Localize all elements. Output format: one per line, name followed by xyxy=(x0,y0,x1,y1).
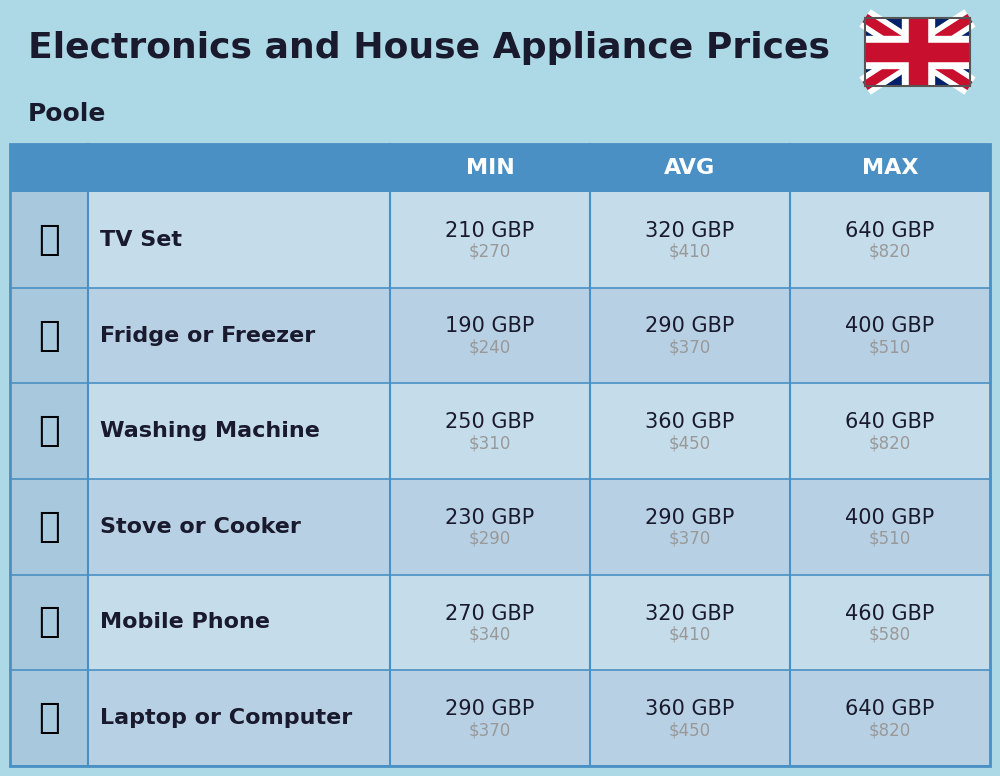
FancyBboxPatch shape xyxy=(10,575,88,670)
Text: 210 GBP: 210 GBP xyxy=(445,221,535,241)
Text: 640 GBP: 640 GBP xyxy=(845,699,935,719)
Text: 📱: 📱 xyxy=(38,605,60,639)
Text: 🧊: 🧊 xyxy=(38,318,60,352)
Text: $510: $510 xyxy=(869,338,911,356)
Text: MAX: MAX xyxy=(862,158,918,178)
FancyBboxPatch shape xyxy=(10,670,88,766)
Text: 290 GBP: 290 GBP xyxy=(445,699,535,719)
Text: Electronics and House Appliance Prices: Electronics and House Appliance Prices xyxy=(28,31,830,65)
Text: $290: $290 xyxy=(469,530,511,548)
Text: 460 GBP: 460 GBP xyxy=(845,604,935,623)
FancyBboxPatch shape xyxy=(10,192,990,288)
Text: $340: $340 xyxy=(469,625,511,643)
Text: 290 GBP: 290 GBP xyxy=(645,508,735,528)
Text: 360 GBP: 360 GBP xyxy=(645,412,735,432)
FancyBboxPatch shape xyxy=(10,288,990,383)
Text: MIN: MIN xyxy=(466,158,514,178)
Text: Poole: Poole xyxy=(28,102,106,126)
Text: $370: $370 xyxy=(669,530,711,548)
Text: $370: $370 xyxy=(469,721,511,740)
Text: $820: $820 xyxy=(869,721,911,740)
Text: $410: $410 xyxy=(669,243,711,261)
Text: 190 GBP: 190 GBP xyxy=(445,317,535,337)
Text: 🌀: 🌀 xyxy=(38,414,60,449)
Text: 📺: 📺 xyxy=(38,223,60,257)
Text: $580: $580 xyxy=(869,625,911,643)
Text: TV Set: TV Set xyxy=(100,230,182,250)
FancyBboxPatch shape xyxy=(10,383,990,479)
Text: 360 GBP: 360 GBP xyxy=(645,699,735,719)
Text: AVG: AVG xyxy=(664,158,716,178)
Text: $270: $270 xyxy=(469,243,511,261)
Text: $240: $240 xyxy=(469,338,511,356)
Text: 💻: 💻 xyxy=(38,702,60,735)
Text: 270 GBP: 270 GBP xyxy=(445,604,535,623)
Text: 400 GBP: 400 GBP xyxy=(845,508,935,528)
Text: $370: $370 xyxy=(669,338,711,356)
FancyBboxPatch shape xyxy=(10,192,88,288)
Text: $310: $310 xyxy=(469,434,511,452)
FancyBboxPatch shape xyxy=(865,18,970,86)
FancyBboxPatch shape xyxy=(10,288,88,383)
Text: $510: $510 xyxy=(869,530,911,548)
Text: $820: $820 xyxy=(869,434,911,452)
FancyBboxPatch shape xyxy=(10,383,88,479)
Text: 230 GBP: 230 GBP xyxy=(445,508,535,528)
Text: Fridge or Freezer: Fridge or Freezer xyxy=(100,325,315,345)
Text: Stove or Cooker: Stove or Cooker xyxy=(100,517,301,537)
Text: 320 GBP: 320 GBP xyxy=(645,221,735,241)
Text: 🍳: 🍳 xyxy=(38,510,60,544)
FancyBboxPatch shape xyxy=(10,479,88,575)
Text: $820: $820 xyxy=(869,243,911,261)
Text: $450: $450 xyxy=(669,434,711,452)
Text: 250 GBP: 250 GBP xyxy=(445,412,535,432)
FancyBboxPatch shape xyxy=(10,479,990,575)
Text: $450: $450 xyxy=(669,721,711,740)
Text: 290 GBP: 290 GBP xyxy=(645,317,735,337)
FancyBboxPatch shape xyxy=(10,144,990,192)
Text: Mobile Phone: Mobile Phone xyxy=(100,612,270,632)
Text: 640 GBP: 640 GBP xyxy=(845,412,935,432)
Text: 320 GBP: 320 GBP xyxy=(645,604,735,623)
FancyBboxPatch shape xyxy=(10,670,990,766)
FancyBboxPatch shape xyxy=(10,575,990,670)
Text: Laptop or Computer: Laptop or Computer xyxy=(100,708,352,728)
Text: Washing Machine: Washing Machine xyxy=(100,421,320,442)
Text: 400 GBP: 400 GBP xyxy=(845,317,935,337)
Text: $410: $410 xyxy=(669,625,711,643)
Text: 640 GBP: 640 GBP xyxy=(845,221,935,241)
